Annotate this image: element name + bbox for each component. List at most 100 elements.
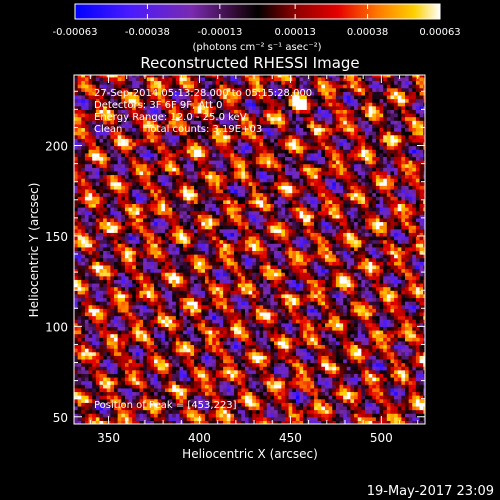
heatmap-cell [364, 344, 370, 349]
heatmap-cell [368, 282, 373, 288]
heatmap-cell [84, 315, 90, 320]
heatmap-cell [150, 384, 155, 389]
heatmap-cell [372, 340, 377, 346]
heatmap-cell [237, 311, 242, 317]
heatmap-cell [346, 358, 352, 364]
heatmap-cell [114, 344, 119, 349]
heatmap-cell [132, 268, 137, 273]
heatmap-cell [219, 279, 224, 284]
heatmap-cell [128, 322, 133, 327]
heatmap-cell [234, 329, 239, 335]
heatmap-cell [186, 293, 191, 299]
heatmap-cell [412, 413, 417, 418]
heatmap-cell [132, 235, 137, 241]
heatmap-cell [212, 395, 217, 400]
heatmap-cell [201, 405, 206, 411]
heatmap-cell [157, 268, 162, 273]
heatmap-cell [274, 315, 279, 320]
heatmap-cell [299, 275, 304, 280]
heatmap-cell [343, 315, 348, 320]
heatmap-cell [372, 319, 377, 324]
heatmap-cell [368, 344, 373, 349]
heatmap-cell [255, 420, 261, 424]
heatmap-cell [103, 282, 108, 288]
heatmap-cell [172, 293, 177, 299]
heatmap-cell [121, 315, 126, 320]
heatmap-cell [306, 362, 312, 367]
heatmap-cell [390, 398, 395, 403]
heatmap-cell [194, 264, 199, 270]
heatmap-cell [350, 413, 355, 418]
heatmap-cell [77, 420, 82, 424]
heatmap-cell [223, 329, 228, 335]
heatmap-cell [306, 405, 312, 411]
heatmap-cell [332, 304, 337, 309]
heatmap-cell [146, 362, 151, 367]
heatmap-cell [74, 395, 79, 400]
heatmap-cell [404, 297, 410, 302]
heatmap-cell [361, 376, 366, 382]
heatmap-cell [139, 254, 144, 259]
heatmap-cell [274, 376, 279, 382]
heatmap-cell [281, 264, 286, 270]
heatmap-cell [139, 366, 144, 371]
heatmap-cell [401, 416, 406, 421]
heatmap-cell [154, 264, 159, 270]
heatmap-cell [164, 279, 170, 284]
heatmap-cell [274, 301, 279, 306]
heatmap-cell [259, 243, 264, 248]
heatmap-cell [317, 420, 322, 424]
heatmap-cell [346, 322, 352, 327]
heatmap-cell [332, 268, 337, 273]
heatmap-cell [346, 362, 352, 367]
heatmap-cell [95, 235, 101, 241]
heatmap-cell [190, 250, 195, 255]
heatmap-cell [252, 261, 257, 266]
heatmap-cell [372, 395, 377, 400]
heatmap-cell [81, 286, 86, 291]
heatmap-cell [157, 420, 162, 424]
heatmap-cell [121, 297, 126, 302]
heatmap-cell [259, 409, 264, 414]
heatmap-cell [234, 272, 239, 277]
heatmap-cell [154, 268, 159, 273]
heatmap-cell [194, 329, 199, 335]
heatmap-cell [397, 337, 402, 342]
heatmap-cell [354, 250, 359, 255]
heatmap-cell [255, 369, 261, 374]
heatmap-cell [194, 340, 199, 346]
heatmap-cell [310, 261, 315, 266]
heatmap-cell [368, 257, 373, 262]
heatmap-cell [299, 319, 304, 324]
heatmap-cell [284, 344, 290, 349]
heatmap-cell [335, 326, 341, 331]
heatmap-cell [88, 282, 93, 288]
heatmap-cell [295, 355, 301, 360]
heatmap-cell [132, 326, 137, 331]
heatmap-cell [241, 376, 246, 382]
heatmap-cell [335, 391, 341, 396]
heatmap-cell [168, 416, 173, 421]
heatmap-cell [328, 304, 333, 309]
heatmap-cell [74, 235, 79, 241]
heatmap-cell [299, 376, 304, 382]
heatmap-cell [175, 384, 181, 389]
heatmap-cell [84, 362, 90, 367]
heatmap-cell [259, 239, 264, 244]
heatmap-cell [114, 301, 119, 306]
heatmap-cell [172, 340, 177, 346]
heatmap-cell [212, 337, 217, 342]
heatmap-cell [332, 282, 337, 288]
heatmap-cell [303, 272, 308, 277]
heatmap-cell [95, 329, 101, 335]
heatmap-cell [99, 384, 104, 389]
heatmap-cell [303, 268, 308, 273]
heatmap-cell [194, 308, 199, 313]
heatmap-cell [132, 355, 137, 360]
heatmap-cell [255, 279, 261, 284]
heatmap-cell [74, 420, 79, 424]
heatmap-cell [346, 257, 352, 262]
heatmap-cell [379, 311, 384, 317]
heatmap-cell [386, 297, 392, 302]
heatmap-cell [88, 279, 93, 284]
